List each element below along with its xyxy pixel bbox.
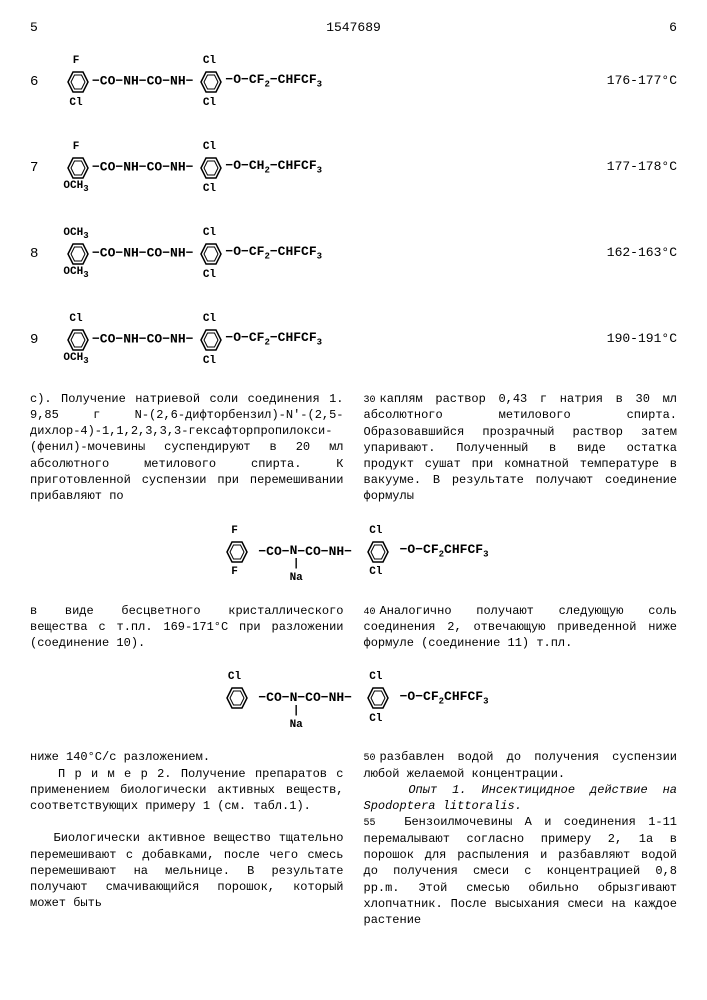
benzene-ring-icon: OCH3OCH3 — [60, 240, 92, 268]
sub-top: F — [73, 140, 80, 154]
sub-bot: OCH3 — [63, 179, 88, 196]
sub-top: Cl — [228, 670, 241, 684]
line-num-30: 30 — [364, 395, 376, 406]
sub-top: Cl — [69, 312, 82, 326]
tail: −O−CF2CHFCF3 — [400, 689, 489, 704]
compound-list: 6FCl−CO−NH−CO−NH−ClCl−O−CF2−CHFCF3176-17… — [30, 47, 677, 375]
sodium: Na — [290, 719, 303, 731]
sub-top: F — [73, 54, 80, 68]
compound-10-structure: F F −CO−N|Na−CO−NH− Cl Cl −O−CF2CHFCF3 — [30, 517, 677, 587]
sub-bot: Cl — [203, 268, 216, 282]
text3-right: 50разбавлен водой до получения суспензии… — [364, 749, 678, 928]
melting-point: 190-191°C — [587, 331, 677, 348]
text1-right-content: каплям раствор 0,43 г натрия в 30 мл абс… — [364, 392, 678, 503]
document-number: 1547689 — [326, 20, 381, 37]
sub-top: Cl — [369, 524, 382, 538]
benzene-ring-icon: Cl — [219, 684, 251, 712]
sub-top: Cl — [203, 54, 216, 68]
text-block-1: с). Получение натриевой соли соединения … — [30, 391, 677, 505]
compound-row: 9ClOCH3−CO−NH−CO−NH−ClCl−O−CF2−CHFCF3190… — [30, 305, 677, 375]
compound-row: 8OCH3OCH3−CO−NH−CO−NH−ClCl−O−CF2−CHFCF31… — [30, 219, 677, 289]
sub-bot: Cl — [369, 712, 382, 726]
compound-row: 6FCl−CO−NH−CO−NH−ClCl−O−CF2−CHFCF3176-17… — [30, 47, 677, 117]
sub-bot: Cl — [203, 182, 216, 196]
melting-point: 162-163°C — [587, 245, 677, 262]
compound-structure: FCl−CO−NH−CO−NH−ClCl−O−CF2−CHFCF3 — [60, 68, 587, 96]
benzene-ring-icon: ClCl — [193, 154, 225, 182]
text2-right-content: Аналогично получают следующую соль соеди… — [364, 604, 678, 651]
benzene-ring-icon: ClCl — [193, 326, 225, 354]
sub-bot: Cl — [203, 96, 216, 110]
linker: −CO−N|Na−CO−NH− — [258, 544, 352, 559]
benzene-ring-icon: Cl Cl — [360, 684, 392, 712]
sub-bot: F — [231, 565, 238, 579]
compound-structure: OCH3OCH3−CO−NH−CO−NH−ClCl−O−CF2−CHFCF3 — [60, 240, 587, 268]
compound-11-structure: Cl −CO−N|Na−CO−NH− Cl Cl −O−CF2CHFCF3 — [30, 663, 677, 733]
text3-left: ниже 140°С/с разложением. П р и м е р 2.… — [30, 749, 344, 928]
compound-index: 8 — [30, 245, 60, 263]
text3-left-b: П р и м е р 2. Получение препаратов с пр… — [30, 767, 344, 813]
line-num-50: 50 — [364, 753, 376, 764]
sodium: Na — [290, 572, 303, 584]
sub-bot: Cl — [203, 354, 216, 368]
text3-right-a: разбавлен водой до получения суспензии л… — [364, 750, 678, 781]
sub-top: F — [231, 524, 238, 538]
text1-left: с). Получение натриевой соли соединения … — [30, 391, 344, 505]
benzene-ring-icon: ClCl — [193, 68, 225, 96]
text2-left: в виде бесцветного кристаллического веще… — [30, 603, 344, 652]
compound-structure: ClOCH3−CO−NH−CO−NH−ClCl−O−CF2−CHFCF3 — [60, 326, 587, 354]
benzene-ring-icon: Cl Cl — [360, 538, 392, 566]
benzene-ring-icon: ClCl — [193, 240, 225, 268]
sub-top: Cl — [203, 140, 216, 154]
sub-top: Cl — [369, 670, 382, 684]
benzene-ring-icon: ClOCH3 — [60, 326, 92, 354]
page-number-right: 6 — [669, 20, 677, 37]
linker: −CO−NH−CO−NH− — [92, 159, 193, 174]
melting-point: 176-177°C — [587, 73, 677, 90]
compound-index: 7 — [30, 159, 60, 177]
tail: −O−CF2−CHFCF3 — [225, 330, 322, 345]
linker: −CO−NH−CO−NH− — [92, 245, 193, 260]
text1-right: 30каплям раствор 0,43 г натрия в 30 мл а… — [364, 391, 678, 505]
compound-index: 9 — [30, 331, 60, 349]
sub-top: OCH3 — [63, 226, 88, 243]
melting-point: 177-178°C — [587, 159, 677, 176]
text-block-2: в виде бесцветного кристаллического веще… — [30, 603, 677, 652]
compound-row: 7FOCH3−CO−NH−CO−NH−ClCl−O−CH2−CHFCF3177-… — [30, 133, 677, 203]
sub-bot: Cl — [69, 96, 82, 110]
sub-bot: OCH3 — [63, 351, 88, 368]
sub-bot: OCH3 — [63, 265, 88, 282]
text3-left-a: ниже 140°С/с разложением. — [30, 750, 210, 764]
page-number-left: 5 — [30, 20, 38, 37]
tail: −O−CH2−CHFCF3 — [225, 158, 322, 173]
compound-structure: FOCH3−CO−NH−CO−NH−ClCl−O−CH2−CHFCF3 — [60, 154, 587, 182]
linker: −CO−NH−CO−NH− — [92, 331, 193, 346]
text2-right: 40Аналогично получают следующую соль сое… — [364, 603, 678, 652]
tail: −O−CF2−CHFCF3 — [225, 244, 322, 259]
linker: −CO−N|Na−CO−NH− — [258, 690, 352, 705]
sub-top: Cl — [203, 312, 216, 326]
text3-right-b: Опыт 1. Инсектицидное действие на Spodop… — [364, 783, 678, 813]
text-block-3: ниже 140°С/с разложением. П р и м е р 2.… — [30, 749, 677, 928]
sub-top: Cl — [203, 226, 216, 240]
benzene-ring-icon: F F — [219, 538, 251, 566]
benzene-ring-icon: FOCH3 — [60, 154, 92, 182]
text3-right-c: Бензоилмочевины А и соединения 1-11 пере… — [364, 815, 678, 926]
line-num-40: 40 — [364, 607, 376, 618]
sub-bot: Cl — [369, 565, 382, 579]
line-num-55: 55 — [364, 818, 376, 829]
compound-index: 6 — [30, 73, 60, 91]
text3-left-c: Биологически активное вещество тщательно… — [30, 831, 344, 910]
page-header: 5 1547689 6 — [30, 20, 677, 37]
tail: −O−CF2−CHFCF3 — [225, 72, 322, 87]
tail: −O−CF2CHFCF3 — [400, 542, 489, 557]
benzene-ring-icon: FCl — [60, 68, 92, 96]
linker: −CO−NH−CO−NH− — [92, 73, 193, 88]
